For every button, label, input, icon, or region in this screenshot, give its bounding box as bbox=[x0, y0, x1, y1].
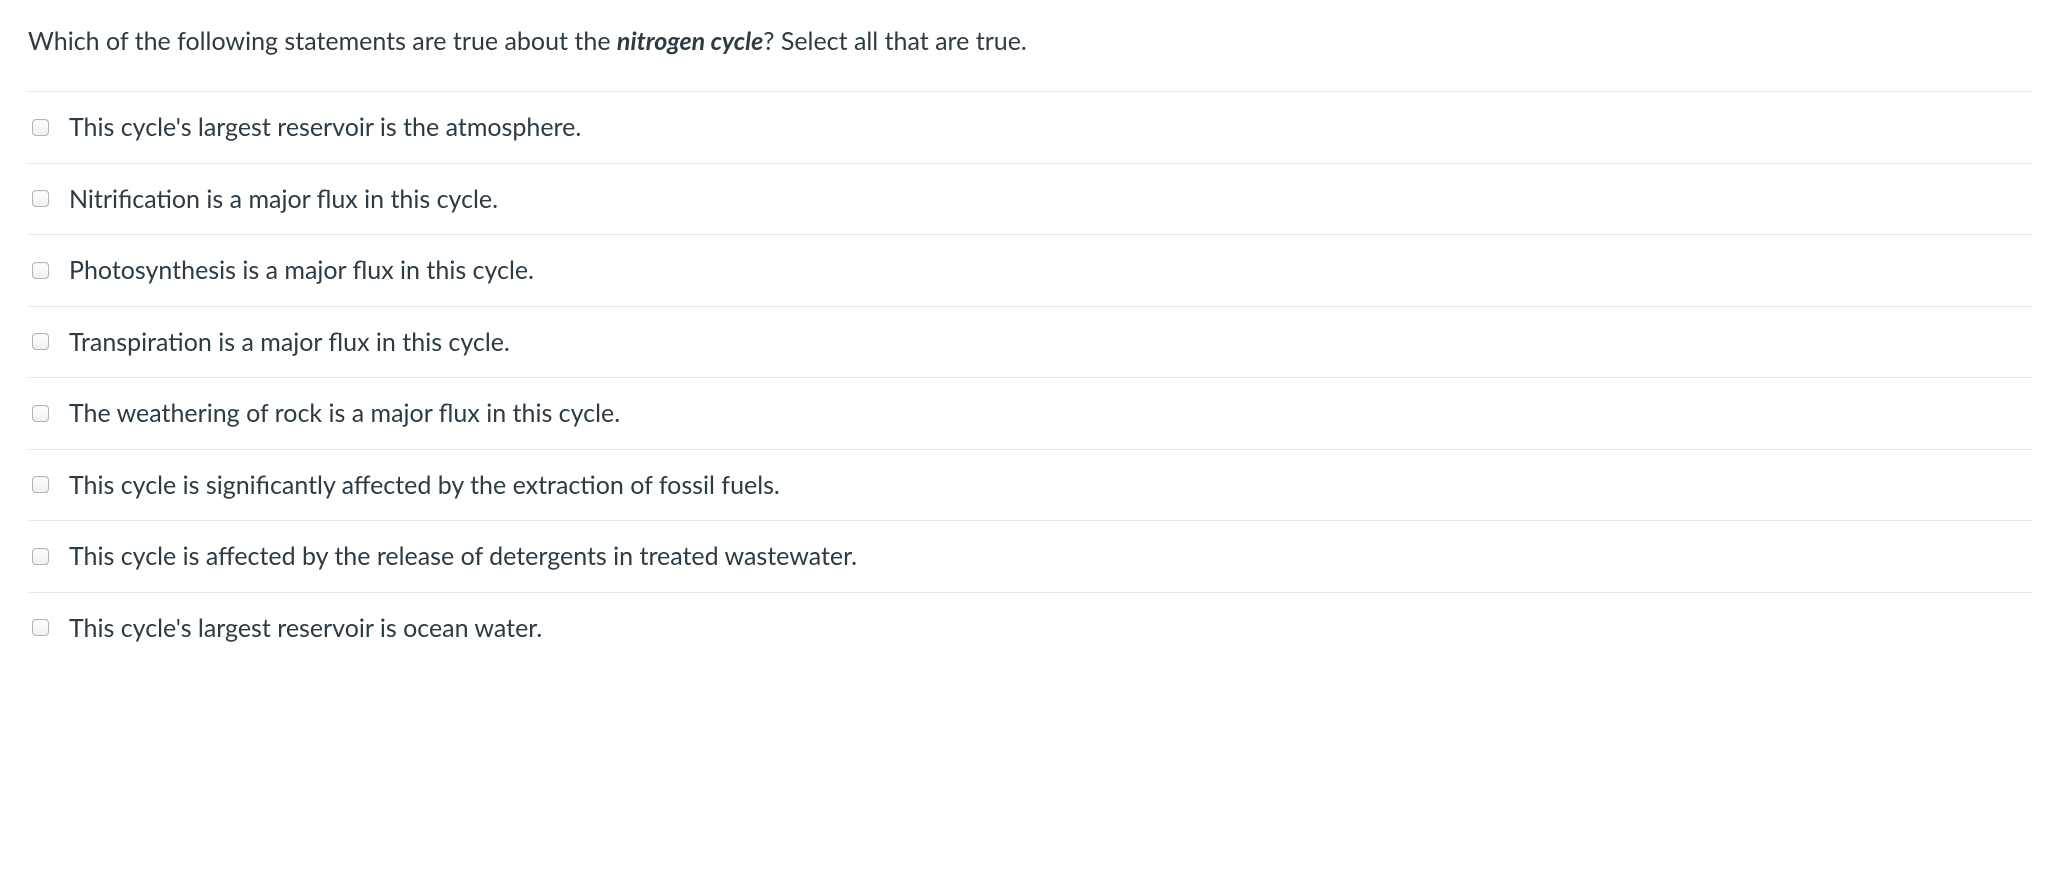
answer-option: This cycle is significantly affected by … bbox=[28, 449, 2033, 521]
question-prompt: Which of the following statements are tr… bbox=[28, 24, 2033, 59]
option-checkbox[interactable] bbox=[32, 119, 49, 136]
answer-option: Transpiration is a major flux in this cy… bbox=[28, 306, 2033, 378]
option-label[interactable]: Photosynthesis is a major flux in this c… bbox=[69, 254, 534, 287]
answer-option: This cycle is affected by the release of… bbox=[28, 520, 2033, 592]
option-label[interactable]: This cycle is affected by the release of… bbox=[69, 540, 857, 573]
option-label[interactable]: This cycle's largest reservoir is the at… bbox=[69, 111, 581, 144]
option-label[interactable]: This cycle's largest reservoir is ocean … bbox=[69, 612, 542, 645]
answer-option: The weathering of rock is a major flux i… bbox=[28, 377, 2033, 449]
option-checkbox[interactable] bbox=[32, 476, 49, 493]
option-label[interactable]: Nitrification is a major flux in this cy… bbox=[69, 183, 498, 216]
question-emphasis: nitrogen cycle bbox=[617, 26, 763, 56]
option-checkbox[interactable] bbox=[32, 548, 49, 565]
option-checkbox[interactable] bbox=[32, 333, 49, 350]
question-prefix: Which of the following statements are tr… bbox=[28, 26, 617, 56]
answer-option: Photosynthesis is a major flux in this c… bbox=[28, 234, 2033, 306]
answer-option: Nitrification is a major flux in this cy… bbox=[28, 163, 2033, 235]
option-label[interactable]: Transpiration is a major flux in this cy… bbox=[69, 326, 510, 359]
option-checkbox[interactable] bbox=[32, 190, 49, 207]
option-label[interactable]: The weathering of rock is a major flux i… bbox=[69, 397, 620, 430]
question-suffix: ? Select all that are true. bbox=[763, 26, 1027, 56]
option-label[interactable]: This cycle is significantly affected by … bbox=[69, 469, 780, 502]
option-checkbox[interactable] bbox=[32, 405, 49, 422]
option-checkbox[interactable] bbox=[32, 262, 49, 279]
option-checkbox[interactable] bbox=[32, 619, 49, 636]
answer-option: This cycle's largest reservoir is ocean … bbox=[28, 592, 2033, 664]
answer-options-list: This cycle's largest reservoir is the at… bbox=[28, 91, 2033, 663]
answer-option: This cycle's largest reservoir is the at… bbox=[28, 91, 2033, 163]
